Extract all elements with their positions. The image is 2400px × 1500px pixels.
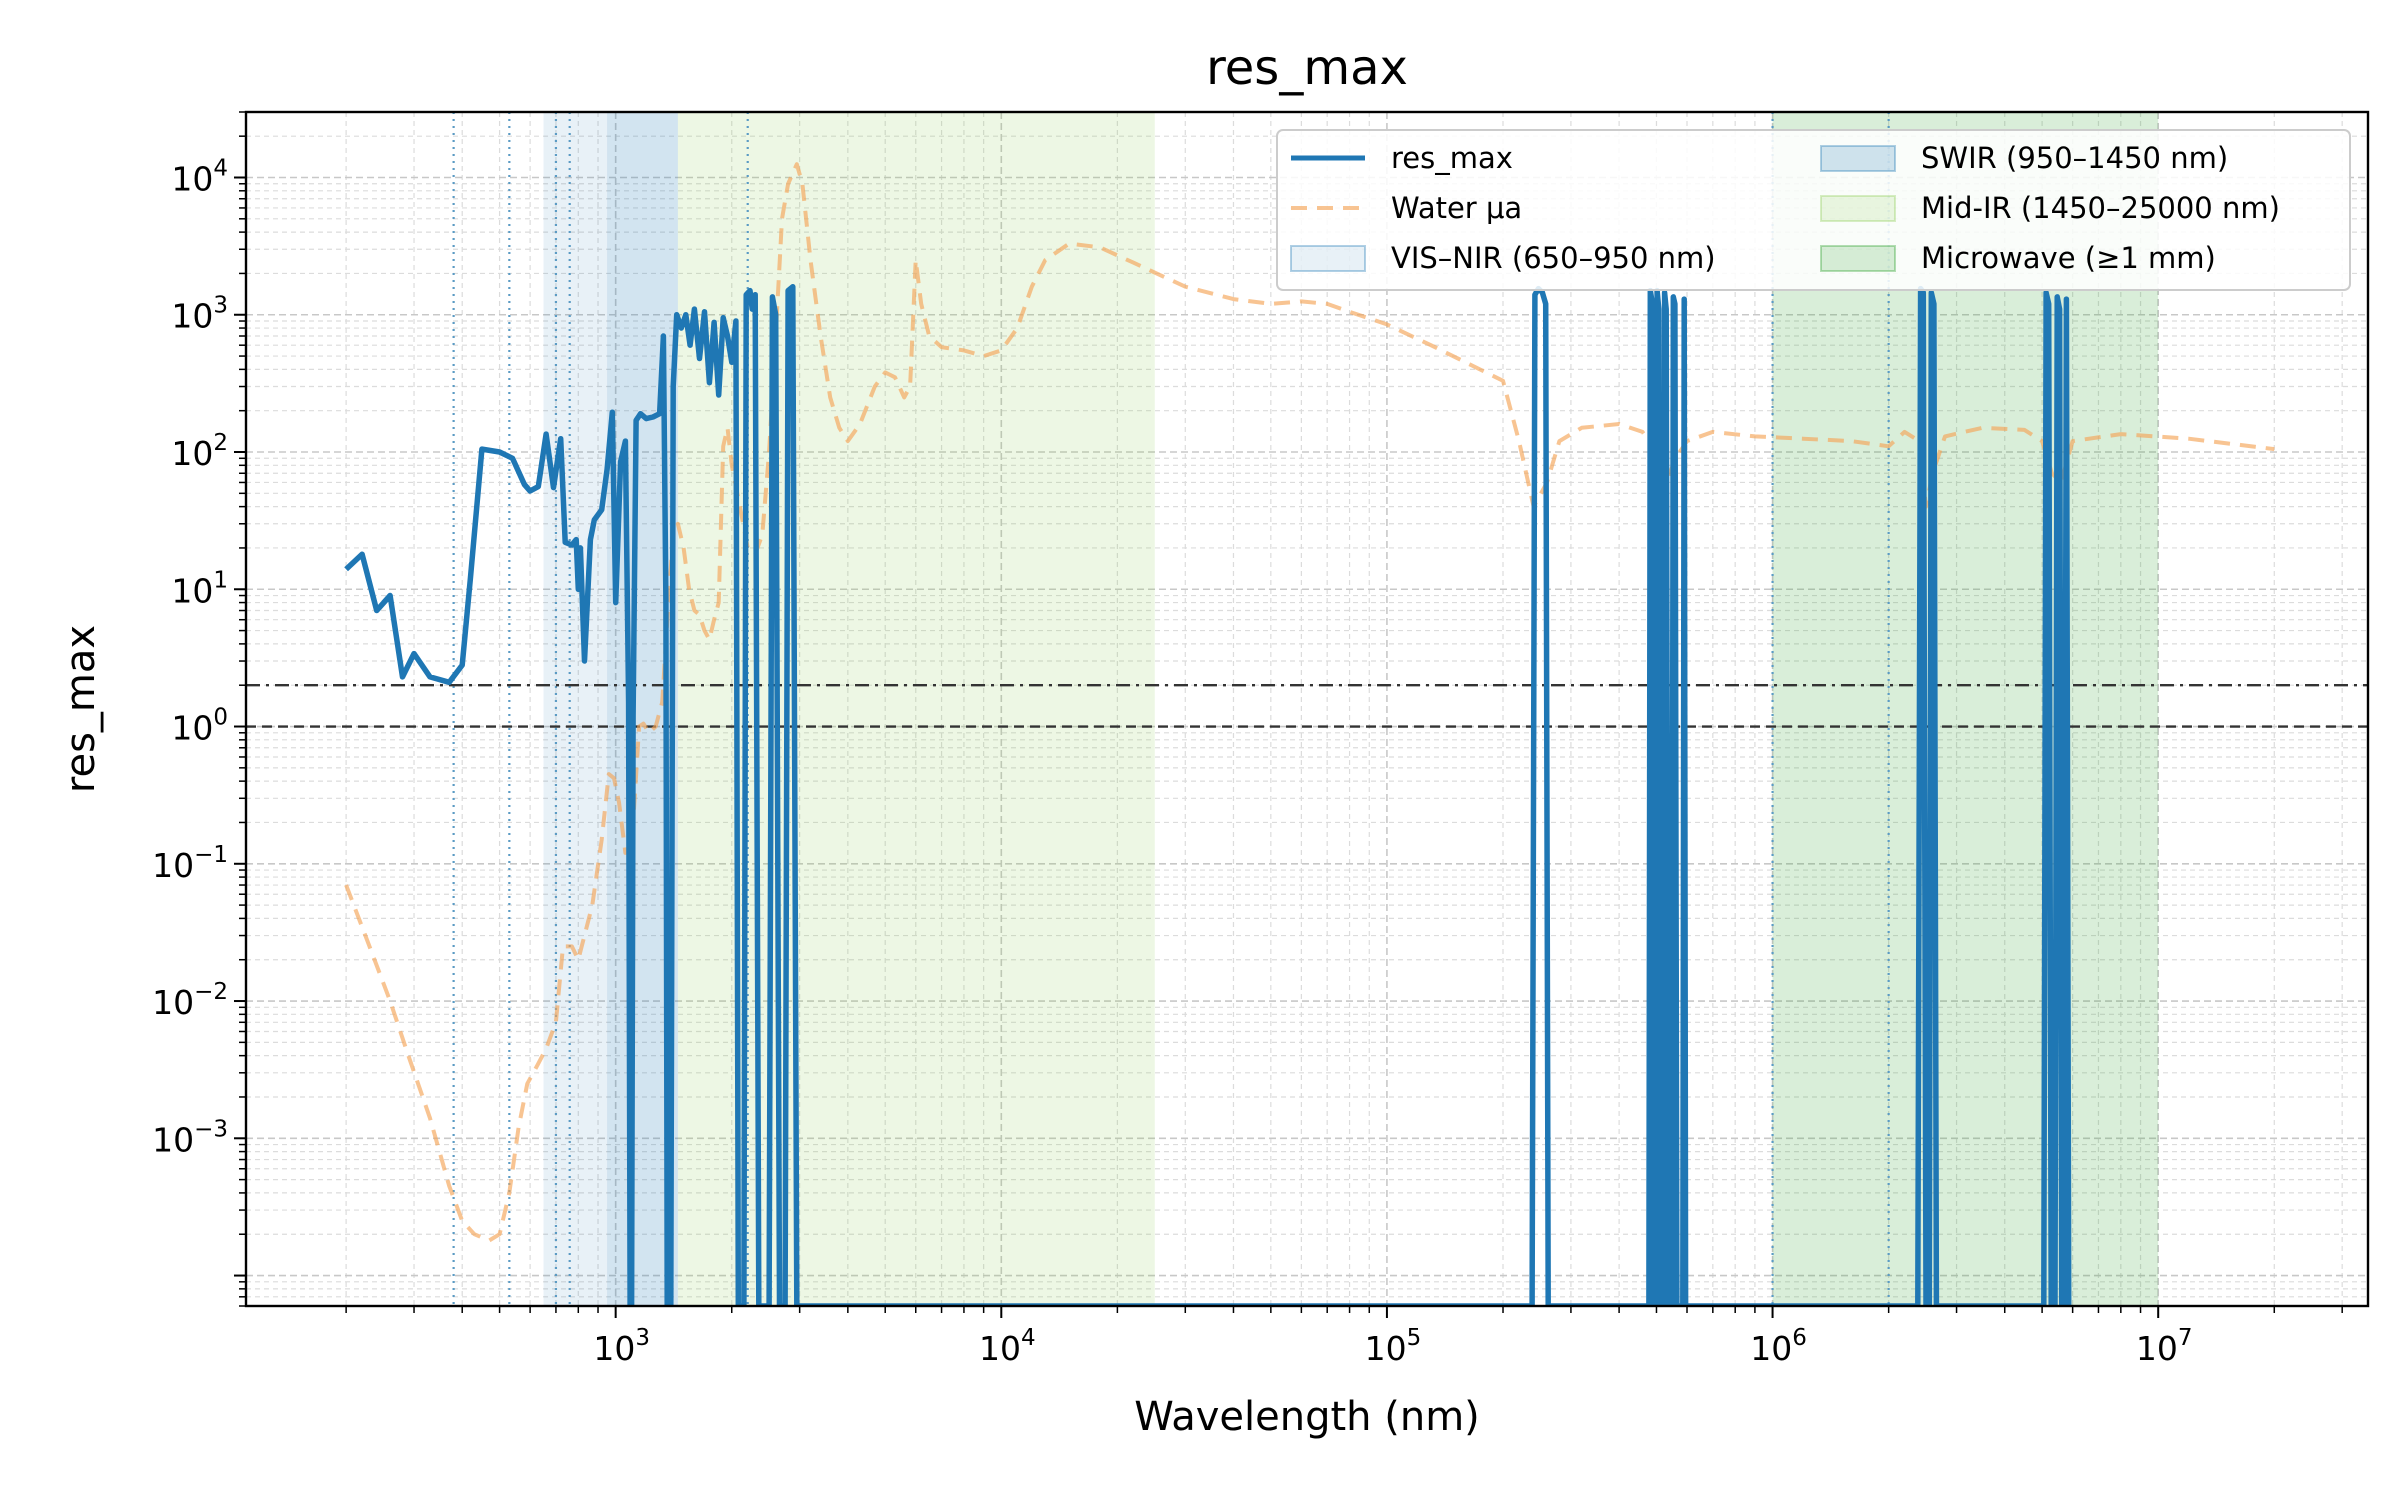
legend-label: res_max <box>1391 141 1513 175</box>
legend: res_max Water μa VIS–NIR (650–950 nm) SWIR … <box>1276 129 2351 291</box>
y-tick-label: 102 <box>171 430 228 473</box>
y-tick-label: 10−3 <box>152 1116 228 1159</box>
axis-tick-labels: 103 104 105 106 107 10−3 10−2 10−1 100 101 102 103 1… <box>152 155 2192 1368</box>
data-series <box>344 162 2275 1306</box>
y-tick-label: 101 <box>171 567 228 610</box>
legend-patch-swatch <box>1290 245 1366 272</box>
band-region <box>1772 112 2159 1306</box>
chart-title: res_max <box>1206 40 1408 96</box>
x-tick-label: 103 <box>593 1325 650 1368</box>
plot-frame <box>244 110 2370 1308</box>
legend-patch-swatch <box>1820 245 1896 272</box>
x-axis-title: Wavelength (nm) <box>1134 1394 1480 1440</box>
x-tick-label: 105 <box>1365 1325 1422 1368</box>
band-region <box>543 112 608 1306</box>
legend-patch-swatch <box>1820 195 1896 222</box>
y-tick-label: 103 <box>171 293 228 336</box>
y-tick-label: 104 <box>171 155 228 198</box>
x-tick-label: 107 <box>2136 1325 2193 1368</box>
legend-label: SWIR (950–1450 nm) <box>1921 141 2228 175</box>
legend-label: Water μa <box>1391 191 1522 225</box>
legend-label: Mid-IR (1450–25000 nm) <box>1921 191 2280 225</box>
axis-ticks <box>234 111 2343 1318</box>
legend-patch-swatch <box>1820 145 1896 172</box>
y-axis-title: res_max <box>58 625 104 793</box>
x-tick-label: 104 <box>979 1325 1036 1368</box>
legend-box <box>1276 129 2351 291</box>
y-tick-label: 100 <box>171 705 228 748</box>
legend-label: Microwave (≥1 mm) <box>1921 241 2216 275</box>
y-tick-label: 10−1 <box>152 842 228 885</box>
x-tick-label: 106 <box>1750 1325 1807 1368</box>
res-max-line <box>344 283 2072 1306</box>
legend-label: VIS–NIR (650–950 nm) <box>1391 241 1716 275</box>
y-tick-label: 10−2 <box>152 979 228 1022</box>
threshold-lines <box>246 684 2368 728</box>
